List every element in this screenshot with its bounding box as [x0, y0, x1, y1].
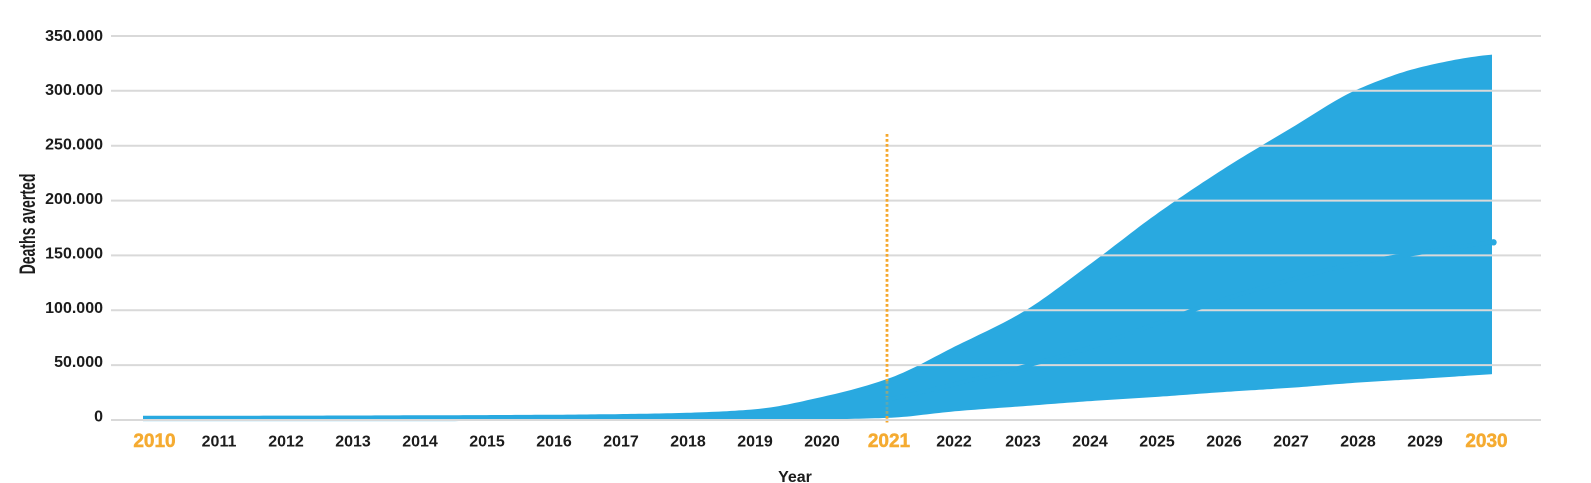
svg-text:2011: 2011 [202, 433, 237, 450]
svg-text:2012: 2012 [268, 433, 304, 450]
svg-text:300.000: 300.000 [45, 82, 103, 99]
svg-text:0: 0 [94, 409, 103, 426]
svg-text:350.000: 350.000 [45, 28, 103, 45]
svg-text:Year: Year [778, 469, 812, 483]
svg-text:2014: 2014 [402, 433, 438, 450]
svg-text:2025: 2025 [1139, 433, 1175, 450]
svg-text:2020: 2020 [804, 433, 840, 450]
svg-text:50.000: 50.000 [54, 354, 103, 371]
svg-text:2029: 2029 [1407, 433, 1443, 450]
svg-text:2026: 2026 [1206, 433, 1242, 450]
svg-text:2016: 2016 [536, 433, 572, 450]
svg-text:2024: 2024 [1072, 433, 1108, 450]
svg-text:2013: 2013 [335, 433, 371, 450]
svg-text:250.000: 250.000 [45, 137, 103, 154]
svg-text:2027: 2027 [1273, 433, 1309, 450]
svg-text:2023: 2023 [1005, 433, 1041, 450]
svg-text:2018: 2018 [670, 433, 706, 450]
svg-text:200.000: 200.000 [45, 191, 103, 208]
svg-text:2030: 2030 [1465, 431, 1507, 452]
svg-text:2019: 2019 [737, 433, 773, 450]
svg-text:2022: 2022 [936, 433, 972, 450]
svg-text:2015: 2015 [469, 433, 505, 450]
svg-text:2028: 2028 [1340, 433, 1376, 450]
svg-text:2021: 2021 [868, 431, 911, 452]
svg-text:2010: 2010 [133, 431, 175, 452]
svg-text:Deaths averted: Deaths averted [15, 174, 40, 275]
svg-text:2017: 2017 [603, 433, 639, 450]
svg-text:100.000: 100.000 [45, 300, 103, 317]
svg-text:150.000: 150.000 [45, 245, 103, 262]
